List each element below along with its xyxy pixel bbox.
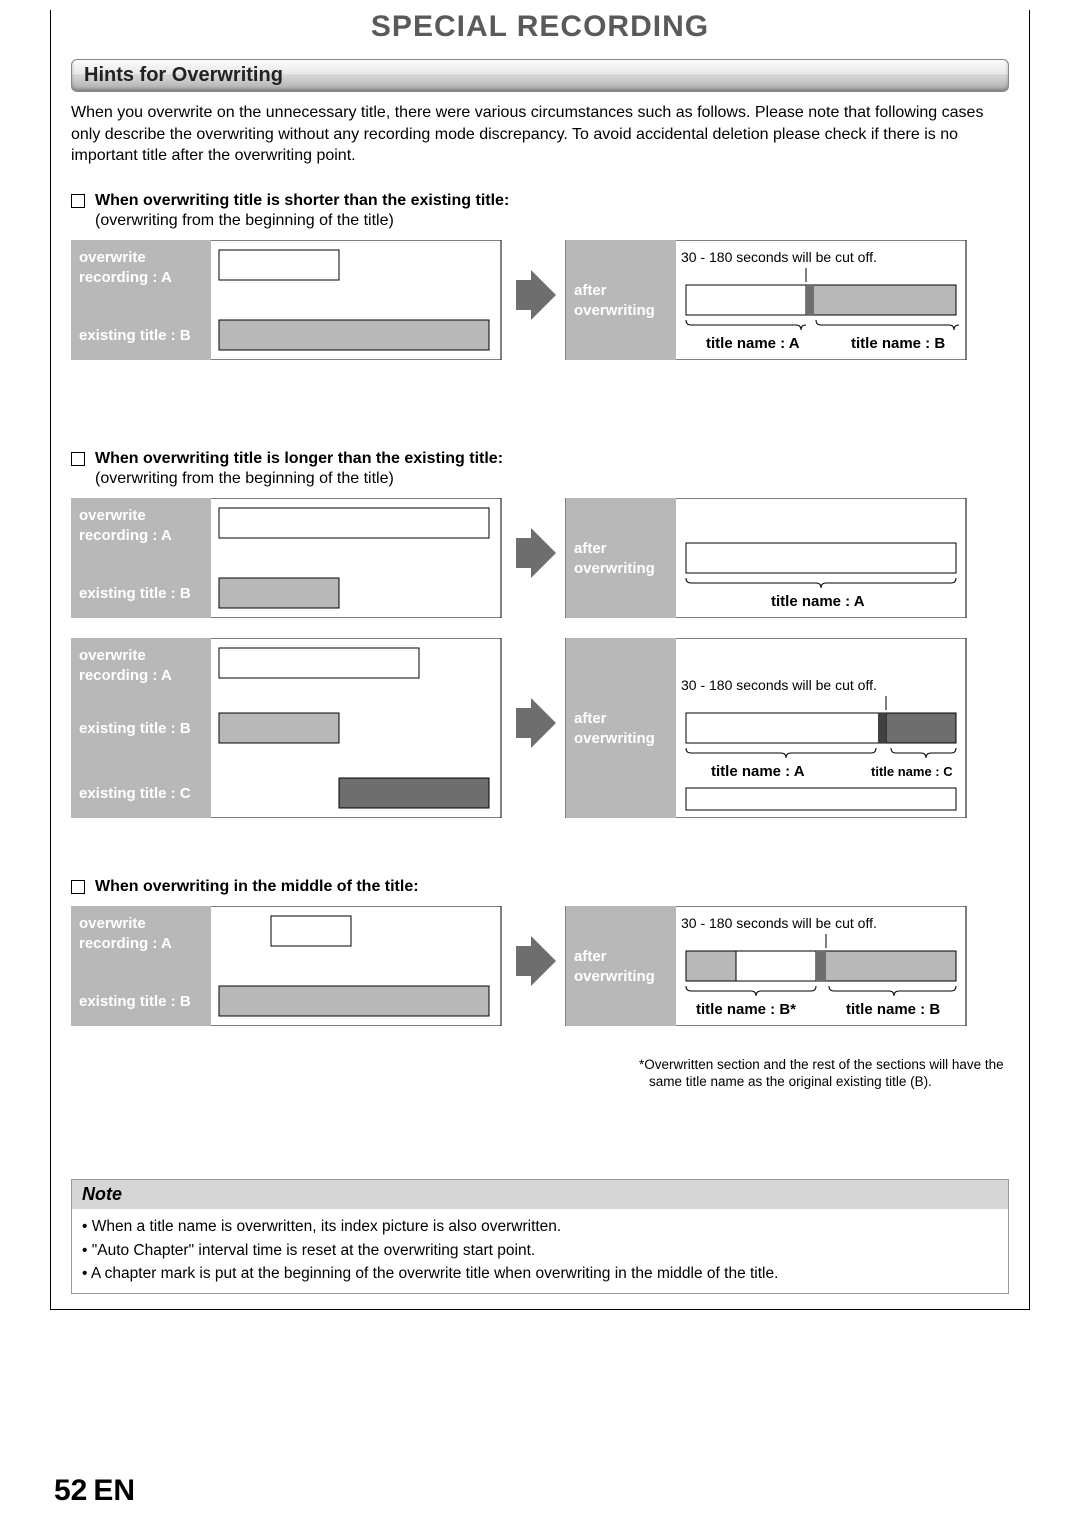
checkbox-icon — [71, 194, 85, 208]
checkbox-icon — [71, 880, 85, 894]
svg-text:overwriting: overwriting — [574, 730, 655, 747]
note-box: Note When a title name is overwritten, i… — [71, 1179, 1009, 1294]
page-frame: SPECIAL RECORDING Hints for Overwriting … — [50, 10, 1030, 1310]
case3-heading: When overwriting in the middle of the ti… — [71, 878, 1009, 896]
diagram-3: overwrite recording : A existing title :… — [71, 906, 1009, 1026]
diagram-2b: overwrite recording : A existing title :… — [71, 638, 1009, 818]
svg-text:overwrite: overwrite — [79, 249, 146, 266]
svg-text:after: after — [574, 540, 607, 557]
footnote: *Overwritten section and the rest of the… — [639, 1056, 1009, 1091]
svg-text:after: after — [574, 948, 607, 965]
case3-heading-text: When overwriting in the middle of the ti… — [95, 878, 419, 896]
svg-text:overwrite: overwrite — [79, 507, 146, 524]
svg-text:recording : A: recording : A — [79, 269, 172, 286]
chapter-title: SPECIAL RECORDING — [71, 10, 1009, 44]
svg-text:existing title : B: existing title : B — [79, 585, 191, 602]
svg-text:30 - 180 seconds will be cut o: 30 - 180 seconds will be cut off. — [681, 915, 877, 931]
section-header: Hints for Overwriting — [71, 59, 1009, 92]
case2-sub: (overwriting from the beginning of the t… — [95, 470, 1009, 488]
svg-text:title name : C: title name : C — [871, 764, 953, 779]
intro-text: When you overwrite on the unnecessary ti… — [71, 102, 1009, 167]
case1-sub: (overwriting from the beginning of the t… — [95, 212, 1009, 230]
svg-text:recording : A: recording : A — [79, 935, 172, 952]
svg-text:overwriting: overwriting — [574, 302, 655, 319]
checkbox-icon — [71, 452, 85, 466]
svg-text:existing title : B: existing title : B — [79, 327, 191, 344]
diagram-2b-svg: overwrite recording : A existing title :… — [71, 638, 1001, 818]
svg-text:title name : A: title name : A — [711, 763, 805, 780]
svg-text:30 - 180 seconds will be cut o: 30 - 180 seconds will be cut off. — [681, 249, 877, 265]
diagram-2a: overwrite recording : A existing title :… — [71, 498, 1009, 618]
svg-text:recording : A: recording : A — [79, 667, 172, 684]
case2-heading: When overwriting title is longer than th… — [71, 450, 1009, 468]
diagram-1-svg: overwrite recording : A existing title :… — [71, 240, 1001, 360]
note-item: When a title name is overwritten, its in… — [82, 1215, 998, 1238]
svg-text:existing title : C: existing title : C — [79, 785, 191, 802]
svg-text:30 - 180 seconds will be cut o: 30 - 180 seconds will be cut off. — [681, 677, 877, 693]
case2-heading-text: When overwriting title is longer than th… — [95, 450, 503, 468]
svg-text:title name : A: title name : A — [706, 335, 800, 352]
note-heading: Note — [72, 1180, 1008, 1209]
page-number: 52EN — [54, 1474, 135, 1508]
diagram-1: overwrite recording : A existing title :… — [71, 240, 1009, 360]
svg-text:title name : B: title name : B — [846, 1001, 940, 1018]
svg-text:overwriting: overwriting — [574, 560, 655, 577]
svg-text:overwriting: overwriting — [574, 968, 655, 985]
svg-text:recording : A: recording : A — [79, 527, 172, 544]
note-body: When a title name is overwritten, its in… — [72, 1209, 1008, 1293]
note-item: A chapter mark is put at the beginning o… — [82, 1262, 998, 1285]
svg-text:title name : B: title name : B — [851, 335, 945, 352]
svg-text:existing title : B: existing title : B — [79, 720, 191, 737]
svg-text:after: after — [574, 282, 607, 299]
svg-text:overwrite: overwrite — [79, 915, 146, 932]
note-item: "Auto Chapter" interval time is reset at… — [82, 1239, 998, 1262]
svg-text:title name : B*: title name : B* — [696, 1001, 796, 1018]
svg-text:existing title : B: existing title : B — [79, 993, 191, 1010]
case1-heading-text: When overwriting title is shorter than t… — [95, 192, 509, 210]
diagram-2a-svg: overwrite recording : A existing title :… — [71, 498, 1001, 618]
diagram-3-svg: overwrite recording : A existing title :… — [71, 906, 1001, 1026]
svg-text:overwrite: overwrite — [79, 647, 146, 664]
svg-text:after: after — [574, 710, 607, 727]
case1-heading: When overwriting title is shorter than t… — [71, 192, 1009, 210]
svg-text:title name : A: title name : A — [771, 593, 865, 610]
